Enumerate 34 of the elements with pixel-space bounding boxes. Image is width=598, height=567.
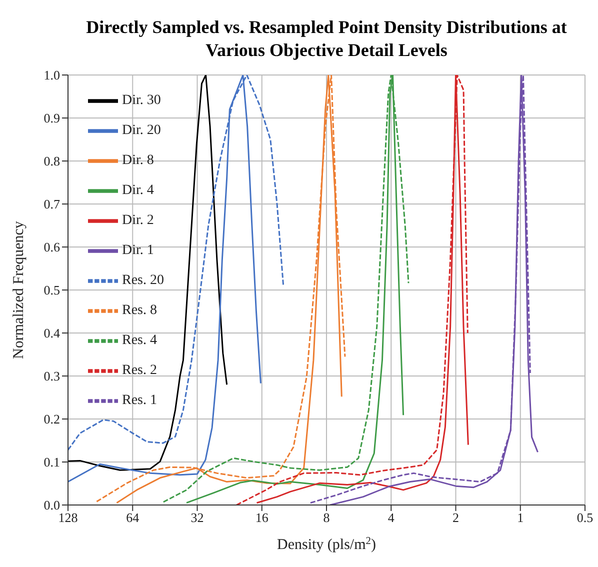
x-tick-label: 64 (126, 510, 140, 526)
legend-label: Dir. 30 (122, 93, 161, 108)
y-tick-label: 0.2 (44, 412, 60, 427)
y-tick-label: 0.5 (44, 282, 60, 298)
y-tick-label: 0.3 (44, 368, 60, 384)
y-axis-title: Normalized Frequency (11, 220, 28, 359)
legend-label: Dir. 20 (122, 123, 161, 138)
x-tick-label: 32 (190, 510, 204, 526)
x-tick-label: 128 (58, 510, 78, 526)
legend-label: Res. 20 (122, 273, 164, 288)
y-tick-label: 0.6 (44, 240, 60, 255)
legend-label: Dir. 1 (122, 243, 154, 258)
legend-label: Dir. 2 (122, 213, 154, 228)
y-tick-label: 0.1 (44, 454, 60, 470)
x-tick-label: 2 (452, 510, 459, 526)
x-tick-label: 16 (255, 510, 269, 526)
x-tick-label: 4 (388, 510, 395, 526)
y-tick-label: 0.0 (44, 498, 60, 513)
y-tick-label: 0.4 (44, 326, 60, 341)
x-axis-title: Density (pls/m$^{2}$) (277, 536, 376, 553)
y-tick-label: 0.9 (44, 110, 60, 126)
y-tick-label: 1.0 (44, 68, 60, 83)
y-tick-label: 0.7 (44, 196, 60, 212)
legend-label: Res. 1 (122, 393, 157, 408)
legend-label: Dir. 4 (122, 183, 154, 198)
x-tick-label: 0.5 (576, 510, 594, 526)
x-tick-label: 8 (323, 510, 330, 526)
x-tick-label: 1 (517, 510, 524, 526)
legend-label: Dir. 8 (122, 153, 154, 168)
legend-label: Res. 2 (122, 363, 157, 378)
legend-label: Res. 8 (122, 303, 157, 318)
chart-title: Directly Sampled vs. Resampled Point Density Distributions at Various Objective Detail Levels (85, 16, 568, 62)
y-tick-label: 0.8 (44, 154, 60, 169)
legend-label: Res. 4 (122, 333, 157, 348)
